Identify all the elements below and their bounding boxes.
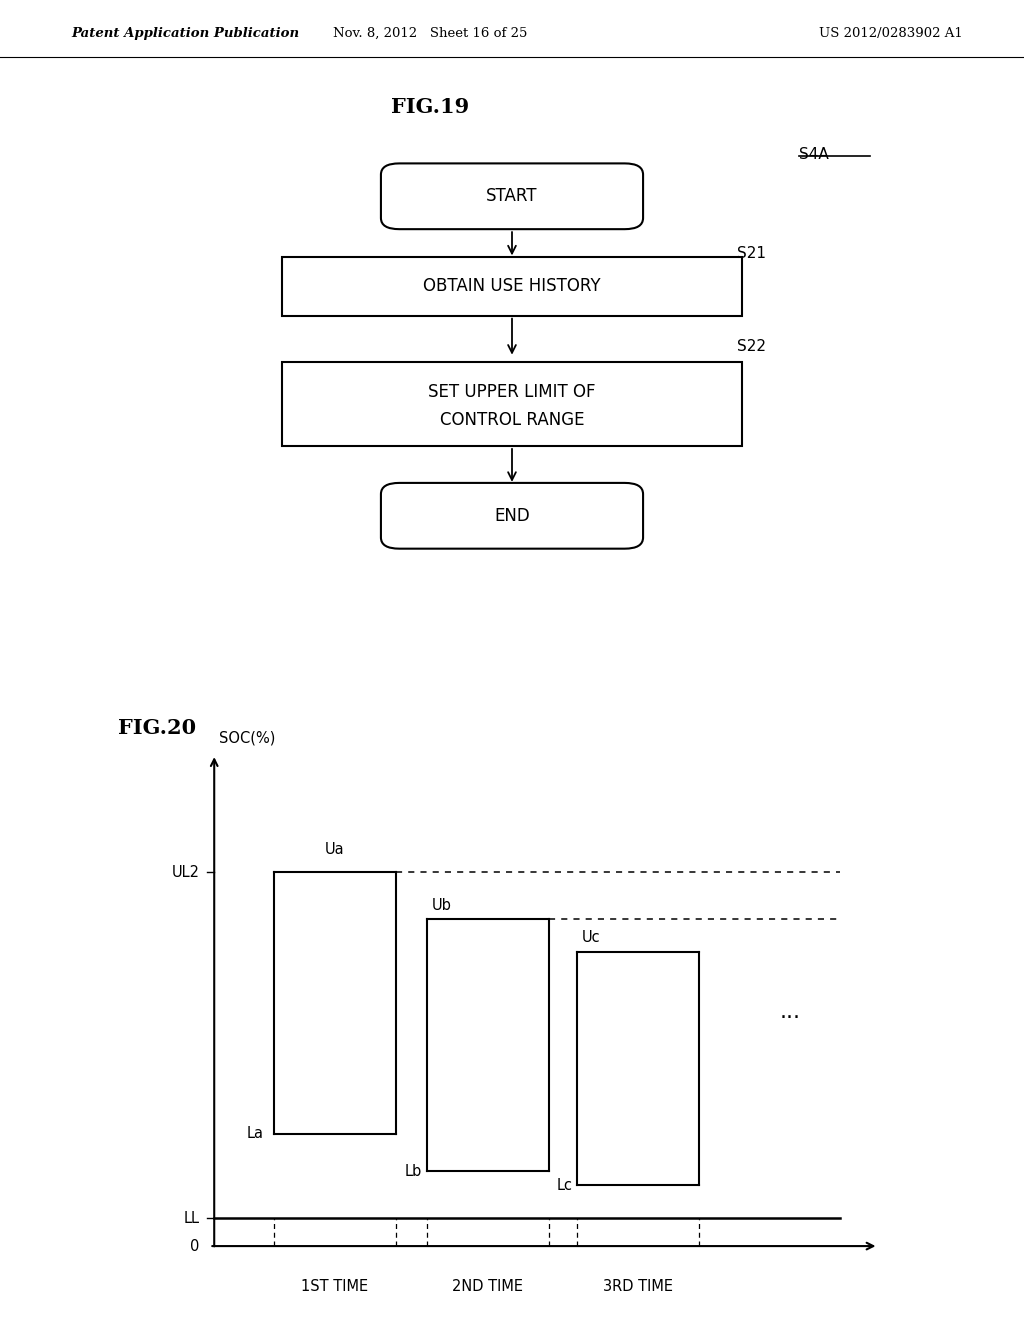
Text: Ua: Ua [325,842,344,857]
Text: 2ND TIME: 2ND TIME [453,1279,523,1295]
Text: UL2: UL2 [172,865,200,879]
Text: LL: LL [183,1210,200,1225]
Text: START: START [486,187,538,206]
Text: SOC(%): SOC(%) [219,730,275,744]
Text: 1ST TIME: 1ST TIME [301,1279,369,1295]
FancyBboxPatch shape [282,257,742,315]
Text: END: END [495,507,529,525]
Text: Patent Application Publication: Patent Application Publication [72,26,300,40]
Text: OBTAIN USE HISTORY: OBTAIN USE HISTORY [423,277,601,296]
Text: FIG.19: FIG.19 [391,98,469,117]
Text: Uc: Uc [582,931,600,945]
Text: Nov. 8, 2012   Sheet 16 of 25: Nov. 8, 2012 Sheet 16 of 25 [333,26,527,40]
Text: Lc: Lc [556,1177,572,1193]
Text: 0: 0 [190,1238,200,1254]
Text: Lb: Lb [404,1164,422,1179]
Text: SET UPPER LIMIT OF: SET UPPER LIMIT OF [428,383,596,401]
Text: La: La [247,1126,264,1142]
Text: S21: S21 [737,246,766,261]
Text: S22: S22 [737,339,766,354]
FancyBboxPatch shape [282,362,742,446]
Text: CONTROL RANGE: CONTROL RANGE [439,411,585,429]
FancyBboxPatch shape [381,164,643,230]
Text: 3RD TIME: 3RD TIME [603,1279,673,1295]
Text: US 2012/0283902 A1: US 2012/0283902 A1 [819,26,963,40]
Text: Ub: Ub [432,898,452,912]
Text: FIG.20: FIG.20 [118,718,196,738]
FancyBboxPatch shape [381,483,643,549]
Text: S4A: S4A [799,147,828,161]
Text: ...: ... [779,1002,801,1022]
